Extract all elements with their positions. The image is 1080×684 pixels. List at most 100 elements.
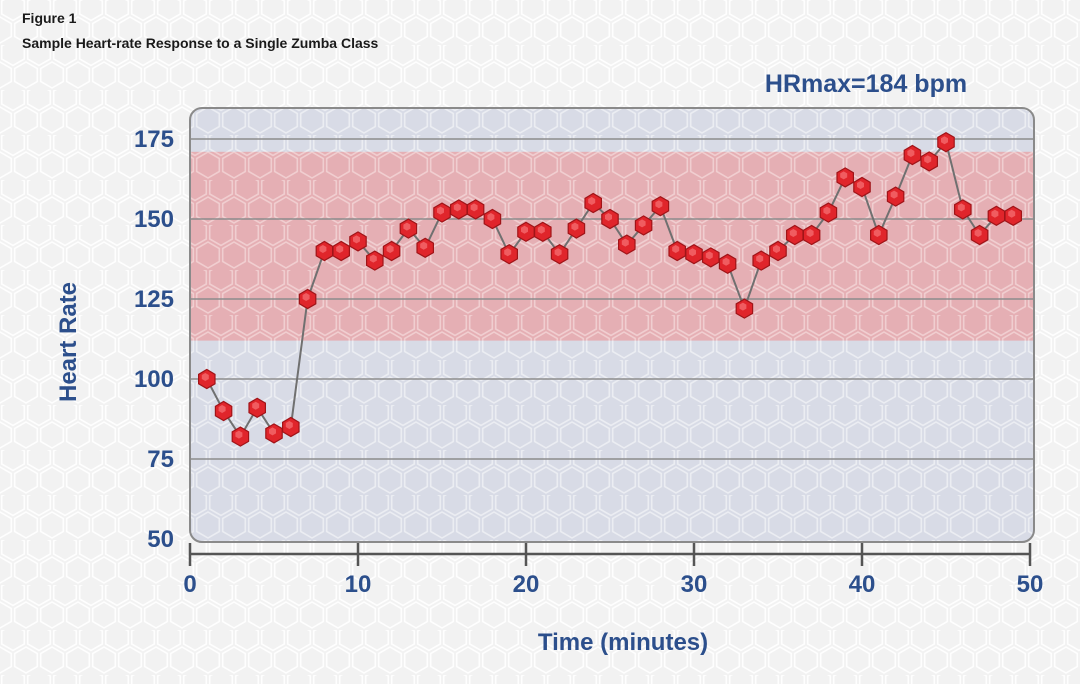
figure-title: Sample Heart-rate Response to a Single Z…	[22, 35, 379, 51]
data-point-highlight	[218, 405, 226, 413]
data-point-highlight	[403, 222, 411, 231]
data-point	[248, 397, 266, 418]
data-point	[349, 231, 367, 252]
data-point	[533, 221, 552, 242]
data-point-highlight	[285, 421, 293, 429]
data-point	[987, 205, 1006, 226]
data-point	[282, 416, 300, 438]
data-point	[869, 224, 888, 246]
x-tick-label-30: 30	[681, 571, 708, 598]
data-point-highlight	[201, 373, 209, 381]
data-point-highlight	[235, 430, 243, 439]
data-point	[668, 240, 687, 262]
data-point	[382, 240, 401, 262]
data-point-highlight	[773, 245, 780, 253]
data-point-highlight	[470, 203, 478, 212]
data-point	[953, 199, 972, 220]
data-point	[483, 208, 502, 230]
data-point	[617, 234, 636, 255]
y-tick-label-175: 175	[134, 126, 174, 153]
data-point	[886, 186, 905, 207]
data-point-highlight	[319, 245, 327, 253]
data-point-highlight	[941, 136, 948, 145]
y-tick-label-75: 75	[147, 446, 174, 473]
data-point	[231, 426, 250, 447]
data-point	[937, 132, 955, 153]
data-point-highlight	[739, 302, 747, 311]
data-point-highlight	[353, 235, 360, 244]
x-tick-label-20: 20	[513, 571, 540, 598]
data-point	[970, 224, 989, 246]
data-point-highlight	[453, 203, 461, 212]
data-point-highlight	[302, 293, 310, 301]
data-point	[399, 218, 418, 239]
data-point	[601, 208, 619, 230]
data-point-highlight	[386, 245, 394, 253]
data-point	[634, 215, 653, 236]
data-point-highlight	[504, 248, 512, 257]
plot-border	[189, 107, 1035, 543]
data-point-highlight	[487, 213, 495, 221]
data-point-highlight	[907, 149, 915, 157]
data-point-highlight	[571, 222, 579, 231]
data-point	[802, 224, 821, 246]
data-point	[366, 250, 384, 271]
data-point-highlight	[705, 251, 713, 260]
y-tick-label-100: 100	[134, 366, 174, 393]
data-point	[517, 221, 535, 242]
y-tick-label-150: 150	[134, 206, 174, 233]
data-point	[718, 253, 737, 274]
data-point	[1004, 205, 1023, 226]
data-point	[198, 368, 216, 390]
data-point-highlight	[605, 213, 612, 221]
data-point	[550, 244, 569, 265]
data-point	[265, 423, 283, 444]
data-point	[752, 250, 771, 271]
hrmax-annotation: HRmax=184 bpm	[765, 70, 967, 98]
data-point	[903, 144, 922, 166]
data-point-highlight	[991, 209, 999, 218]
data-point	[315, 240, 334, 262]
figure-label: Figure 1	[22, 10, 77, 26]
y-axis-title: Heart Rate	[55, 282, 82, 402]
data-point-highlight	[437, 206, 444, 215]
data-point-highlight	[756, 254, 764, 263]
data-point-highlight	[521, 225, 528, 234]
data-point-highlight	[873, 229, 881, 237]
data-point-highlight	[722, 257, 730, 266]
data-point	[416, 237, 434, 258]
data-point-highlight	[1008, 209, 1016, 218]
data-point-highlight	[554, 248, 562, 257]
data-point-highlight	[890, 190, 898, 199]
data-point-highlight	[823, 206, 831, 215]
data-point	[651, 196, 670, 217]
data-point-highlight	[857, 181, 864, 189]
data-point	[298, 288, 317, 310]
x-tick-label-40: 40	[849, 571, 876, 598]
y-tick-label-50: 50	[147, 526, 174, 553]
data-point	[819, 202, 838, 223]
data-point	[500, 244, 519, 265]
data-point-highlight	[269, 427, 276, 436]
data-point-highlight	[672, 245, 680, 253]
data-point-highlight	[252, 401, 260, 410]
y-tick-label-125: 125	[134, 286, 174, 313]
data-point	[701, 247, 720, 268]
data-point	[685, 244, 703, 265]
data-point	[836, 167, 855, 188]
data-point-highlight	[924, 155, 932, 164]
data-point-highlight	[789, 229, 797, 237]
data-point	[433, 202, 451, 223]
data-point	[567, 218, 586, 239]
data-point	[769, 240, 787, 262]
data-point	[584, 192, 603, 214]
data-point	[466, 199, 485, 220]
data-point-highlight	[655, 200, 663, 209]
data-point	[853, 176, 871, 198]
data-point	[735, 298, 754, 319]
data-point-highlight	[974, 229, 982, 237]
data-point-highlight	[806, 229, 814, 237]
data-point	[332, 240, 350, 262]
data-point-highlight	[957, 203, 965, 212]
